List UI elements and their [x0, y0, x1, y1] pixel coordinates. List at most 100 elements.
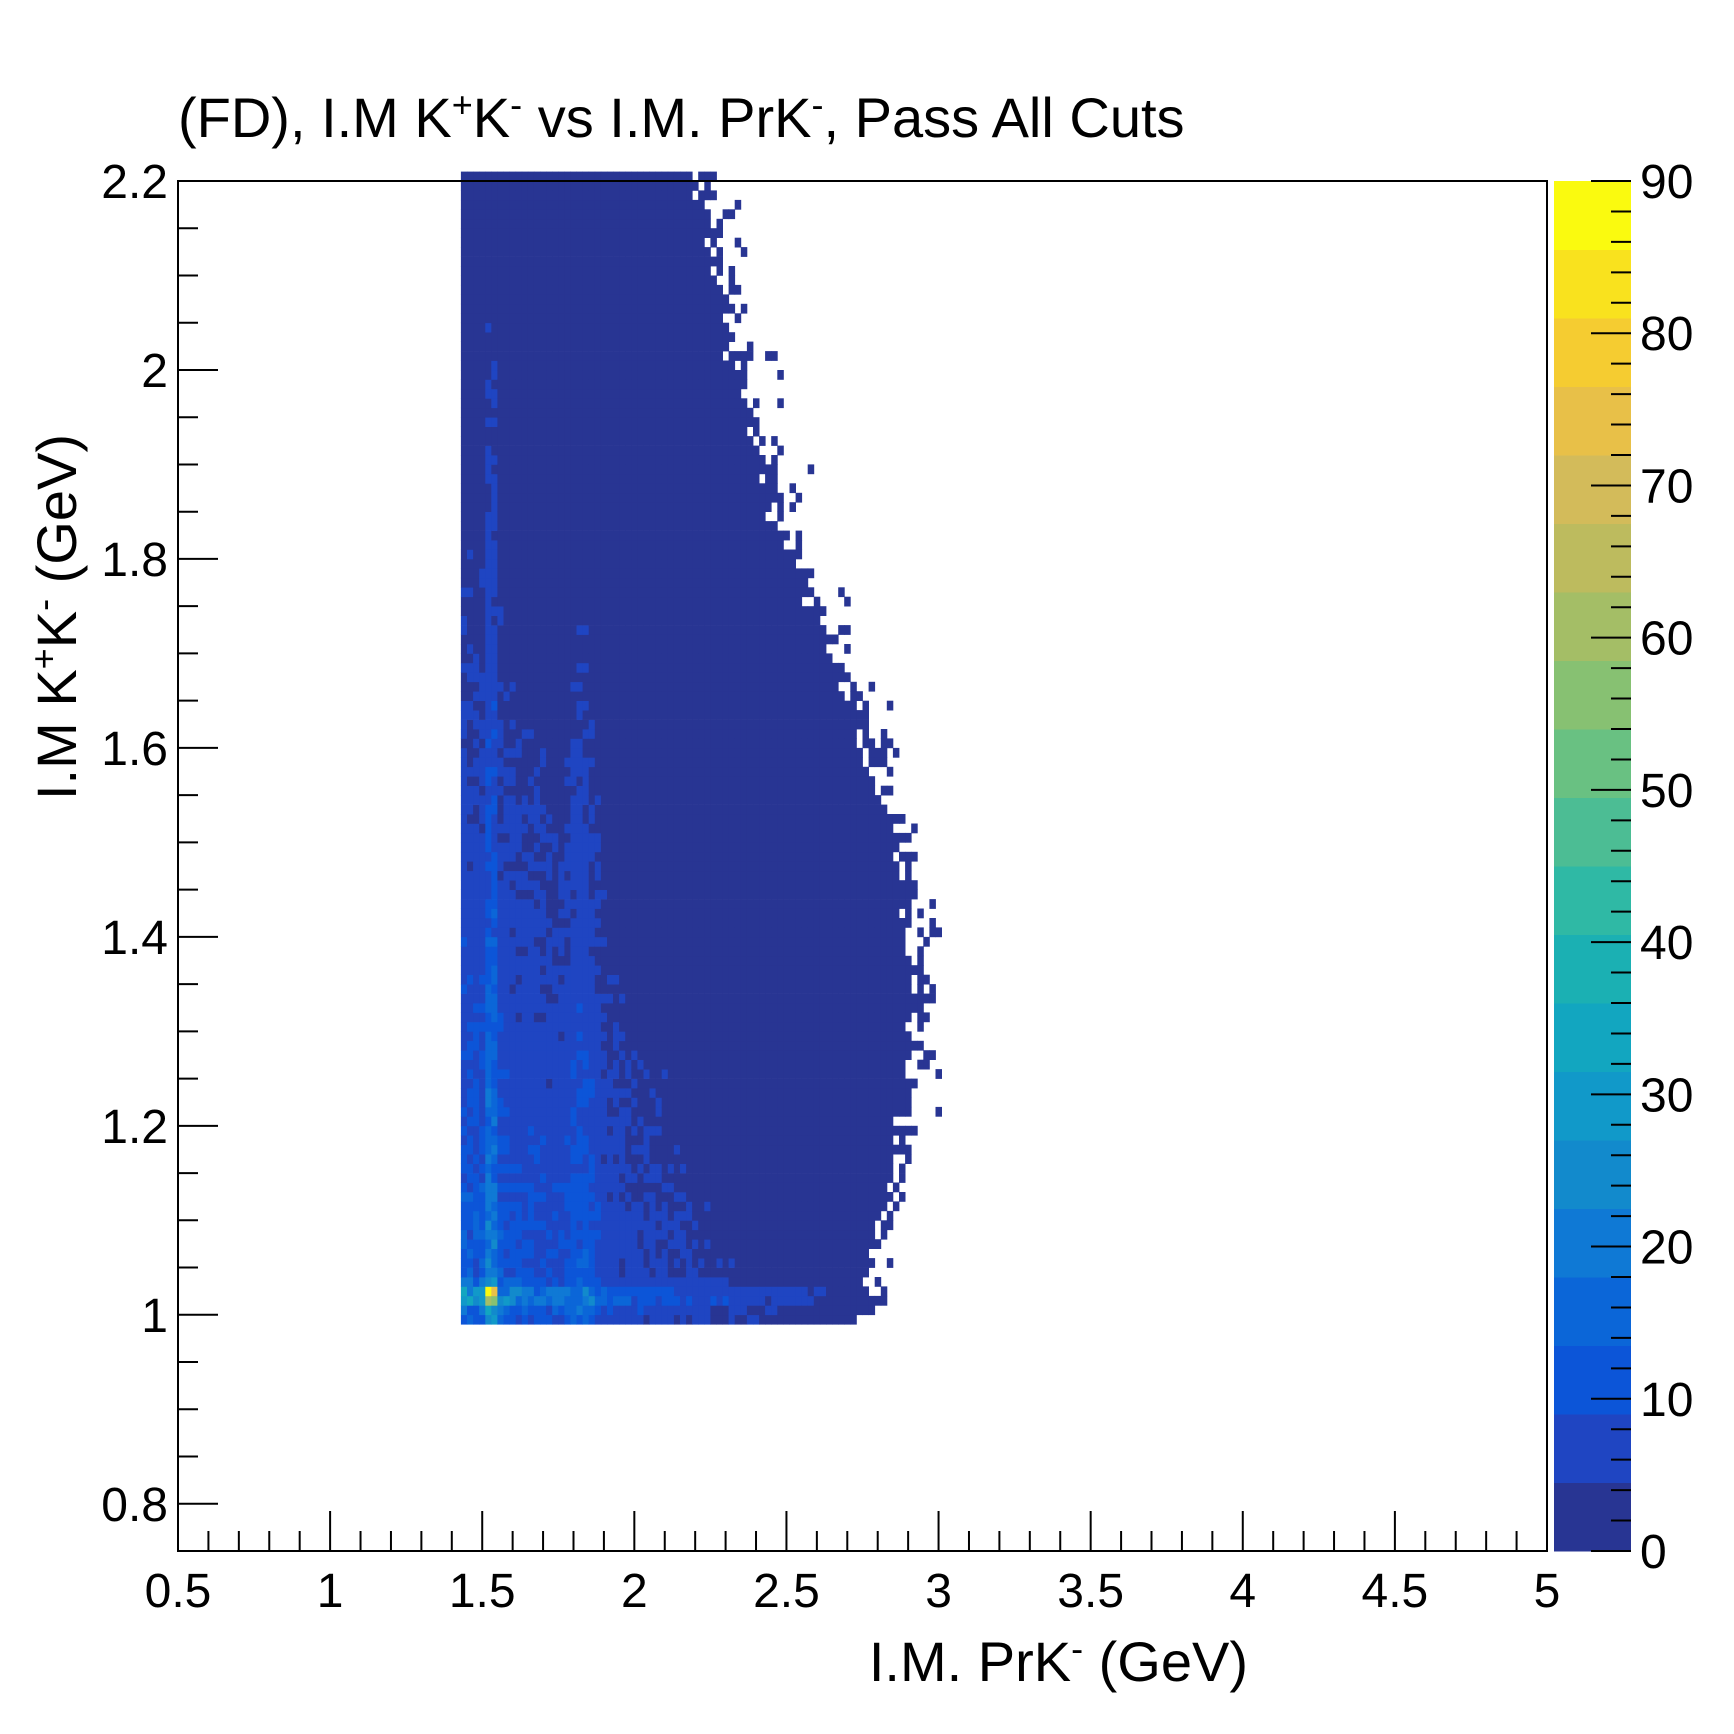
heatmap-cell: [558, 757, 565, 768]
heatmap-cell: [625, 332, 632, 342]
heatmap-cell: [552, 1012, 559, 1023]
heatmap-cell: [515, 1116, 523, 1127]
heatmap-cell: [698, 398, 705, 409]
heatmap-cell: [503, 662, 510, 673]
heatmap-cell: [600, 880, 608, 890]
heatmap-cell: [540, 974, 547, 985]
heatmap-cell: [503, 615, 510, 626]
heatmap-cell: [521, 936, 529, 947]
heatmap-cell: [460, 332, 468, 342]
heatmap-cell: [479, 190, 486, 201]
heatmap-cell: [521, 275, 529, 286]
heatmap-cell: [491, 502, 498, 512]
heatmap-cell: [582, 1135, 590, 1146]
heatmap-cell: [680, 313, 687, 324]
heatmap-cell: [655, 530, 663, 541]
heatmap-cell: [594, 1314, 602, 1325]
heatmap-cell: [607, 284, 614, 295]
heatmap-cell: [509, 1144, 517, 1155]
heatmap-cell: [698, 596, 705, 607]
heatmap-cell: [497, 984, 504, 994]
heatmap-cell: [625, 1069, 632, 1079]
heatmap-cell: [588, 993, 596, 1004]
heatmap-cell: [680, 606, 687, 616]
heatmap-cell: [540, 351, 547, 361]
heatmap-cell: [515, 785, 523, 796]
heatmap-cell: [558, 710, 565, 720]
heatmap-cell: [686, 880, 693, 890]
heatmap-cell: [467, 606, 474, 616]
heatmap-cell: [631, 455, 638, 465]
heatmap-cell: [491, 1154, 498, 1164]
heatmap-cell: [460, 1277, 468, 1287]
heatmap-cell: [546, 1210, 553, 1221]
heatmap-cell: [527, 360, 535, 371]
heatmap-cell: [491, 521, 498, 531]
heatmap-cell: [680, 511, 687, 522]
heatmap-cell: [649, 322, 656, 333]
heatmap-cell: [692, 842, 699, 853]
heatmap-cell: [515, 1182, 523, 1193]
heatmap-cell: [667, 275, 675, 286]
heatmap-cell: [479, 814, 486, 824]
heatmap-cell: [503, 776, 510, 786]
heatmap-cell: [661, 1258, 669, 1268]
heatmap-cell: [625, 700, 632, 711]
heatmap-cell: [570, 1295, 577, 1306]
heatmap-cell: [576, 776, 583, 786]
heatmap-cell: [491, 681, 498, 692]
heatmap-cell: [497, 540, 504, 550]
heatmap-cell: [704, 370, 711, 380]
heatmap-cell: [460, 804, 468, 815]
heatmap-cell: [533, 1144, 541, 1155]
heatmap-cell: [558, 445, 565, 456]
heatmap-cell: [479, 237, 486, 248]
heatmap-cell: [698, 1097, 705, 1108]
heatmap-cell: [588, 473, 596, 484]
heatmap-cell: [503, 313, 510, 324]
heatmap-cell: [698, 341, 705, 352]
heatmap-cell: [588, 1125, 596, 1136]
heatmap-cell: [643, 455, 650, 465]
heatmap-cell: [479, 540, 486, 550]
heatmap-cell: [698, 889, 705, 900]
heatmap-cell: [460, 710, 468, 720]
heatmap-cell: [467, 889, 474, 900]
heatmap-cell: [673, 691, 681, 701]
heatmap-cell: [661, 445, 669, 456]
heatmap-cell: [570, 492, 577, 503]
heatmap-cell: [588, 795, 596, 805]
heatmap-cell: [607, 1258, 614, 1268]
heatmap-cell: [619, 1210, 626, 1221]
heatmap-cell: [582, 209, 590, 220]
heatmap-cell: [613, 181, 620, 191]
heatmap-cell: [613, 1314, 620, 1325]
heatmap-cell: [521, 332, 529, 342]
heatmap-cell: [649, 861, 656, 872]
heatmap-cell: [473, 662, 480, 673]
heatmap-cell: [698, 1210, 705, 1221]
heatmap-cell: [607, 181, 614, 191]
heatmap-cell: [503, 492, 510, 503]
heatmap-cell: [570, 436, 577, 446]
heatmap-cell: [613, 946, 620, 957]
heatmap-cell: [460, 1021, 468, 1032]
heatmap-cell: [667, 464, 675, 475]
heatmap-cell: [594, 455, 602, 465]
heatmap-cell: [546, 644, 553, 654]
heatmap-cell: [521, 1040, 529, 1051]
heatmap-cell: [667, 360, 675, 371]
heatmap-cell: [588, 974, 596, 985]
heatmap-cell: [527, 247, 535, 257]
heatmap-cell: [667, 492, 675, 503]
heatmap-cell: [533, 851, 541, 862]
heatmap-cell: [594, 426, 602, 437]
heatmap-cell: [576, 1258, 583, 1268]
heatmap-cell: [540, 1163, 547, 1174]
heatmap-cell: [625, 842, 632, 853]
heatmap-cell: [661, 426, 669, 437]
heatmap-cell: [491, 294, 498, 305]
heatmap-cell: [667, 946, 675, 957]
heatmap-cell: [673, 398, 681, 409]
heatmap-cell: [655, 596, 663, 607]
